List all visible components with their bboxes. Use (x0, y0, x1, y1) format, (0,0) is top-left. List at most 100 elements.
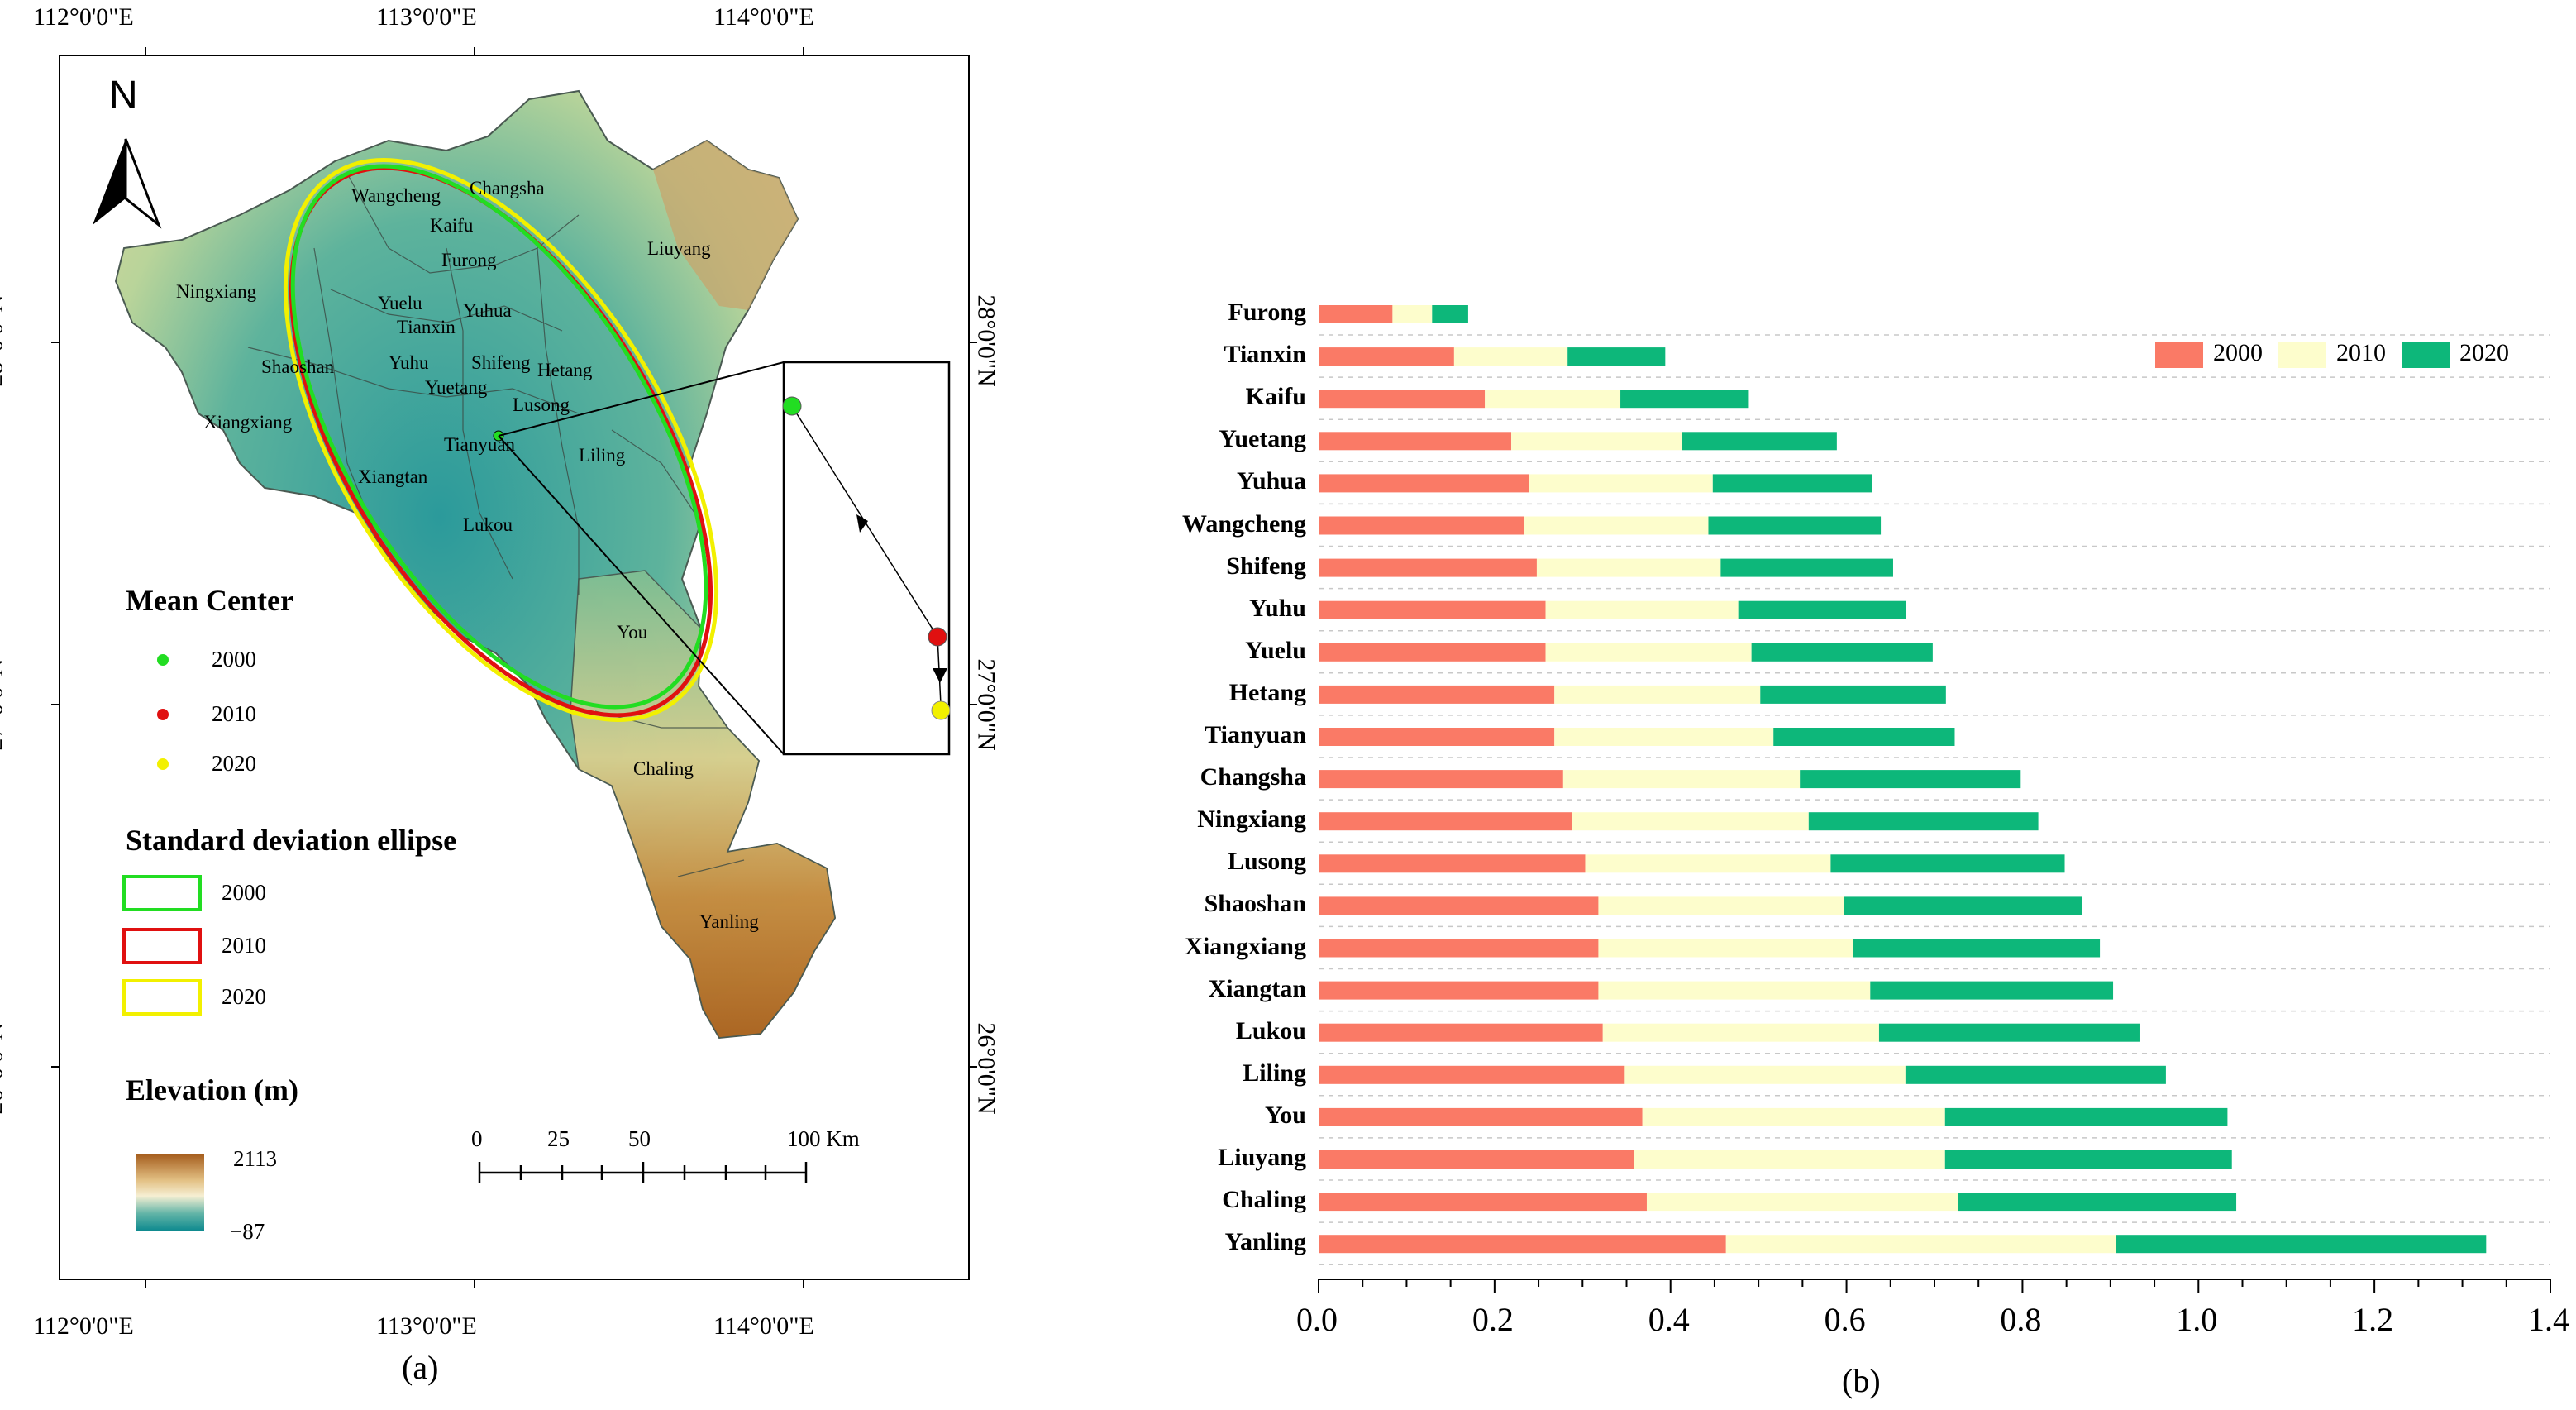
bar-liuyang-2010 (1634, 1150, 1945, 1169)
y-label-ningxiang: Ningxiang (1197, 805, 1306, 834)
bar-shaoshan-2020 (1844, 896, 2082, 915)
lon-label-bottom-112: 112°0'0"E (33, 1312, 134, 1340)
legend-swatch-2000 (2155, 342, 2203, 368)
y-label-kaifu: Kaifu (1245, 383, 1306, 411)
legend-mean-center-title: Mean Center (126, 584, 293, 617)
bar-lukou-2000 (1319, 1023, 1603, 1042)
bar-yuhu-2010 (1545, 600, 1739, 619)
legend-mean-2020-dot (157, 758, 169, 770)
x-tick-label: 1.0 (2176, 1301, 2218, 1338)
legend-sde-2000-label: 2000 (222, 880, 266, 905)
place-shifeng: Shifeng (471, 352, 531, 373)
place-tianyuan: Tianyuan (444, 434, 516, 455)
y-label-yanling: Yanling (1224, 1228, 1306, 1256)
bar-kaifu-2020 (1620, 390, 1749, 409)
bar-hetang-2010 (1554, 685, 1761, 704)
legend-sde-title: Standard deviation ellipse (126, 824, 457, 857)
legend-label-2010: 2010 (2336, 339, 2386, 366)
legend-sde-2020-label: 2020 (222, 984, 266, 1009)
x-tick-label: 0.4 (1648, 1301, 1690, 1338)
y-label-liuyang: Liuyang (1218, 1144, 1306, 1171)
x-tick-label: 0.8 (2000, 1301, 2042, 1338)
bar-chaling-2020 (1958, 1193, 2237, 1212)
bar-shifeng-2020 (1720, 558, 1893, 577)
bar-changsha-2020 (1800, 770, 2021, 789)
bar-yuhu-2000 (1319, 600, 1546, 619)
place-kaifu: Kaifu (430, 215, 474, 236)
bar-xiangxiang-2000 (1319, 939, 1599, 958)
x-tick-label: 1.2 (2352, 1301, 2394, 1338)
scale-label-25: 25 (547, 1126, 570, 1151)
bar-yuetang-2000 (1319, 432, 1512, 451)
bar-yuelu-2000 (1319, 643, 1546, 662)
place-xiangtan: Xiangtan (358, 466, 428, 487)
bar-liling-2000 (1319, 1065, 1625, 1084)
bar-yuhua-2000 (1319, 474, 1529, 493)
place-ningxiang: Ningxiang (176, 281, 257, 302)
legend-label-2000: 2000 (2213, 339, 2263, 366)
y-label-yuhua: Yuhua (1237, 467, 1306, 495)
bar-liuyang-2000 (1319, 1150, 1634, 1169)
bar-xiangtan-2020 (1870, 981, 2114, 1000)
place-yanling: Yanling (699, 911, 759, 932)
bar-xiangxiang-2020 (1853, 939, 2101, 958)
legend-sde-2010-label: 2010 (222, 933, 266, 958)
bar-furong-2000 (1319, 305, 1393, 323)
north-arrow-icon (93, 138, 162, 229)
lon-label-top-112: 112°0'0"E (33, 3, 134, 31)
place-tianxin: Tianxin (397, 317, 456, 337)
bar-you-2010 (1642, 1107, 1945, 1126)
southern-highlands (570, 570, 836, 1039)
bar-chaling-2000 (1319, 1193, 1647, 1212)
y-label-liling: Liling (1243, 1059, 1306, 1087)
bar-liling-2020 (1905, 1065, 2166, 1084)
panel-a-label: (a) (402, 1349, 439, 1386)
legend-mean-2000-label: 2000 (212, 647, 256, 672)
bar-shifeng-2000 (1319, 558, 1537, 577)
bar-tianxin-2000 (1319, 347, 1454, 366)
legend-label-2020: 2020 (2459, 339, 2509, 366)
y-label-furong: Furong (1228, 299, 1306, 326)
bar-kaifu-2000 (1319, 390, 1486, 409)
y-label-tianyuan: Tianyuan (1205, 721, 1306, 748)
y-label-yuetang: Yuetang (1219, 425, 1306, 453)
northeast-highlands (653, 141, 798, 310)
y-label-chaling: Chaling (1222, 1186, 1306, 1214)
place-yuelu: Yuelu (378, 293, 422, 313)
elevation-min-label: −87 (230, 1219, 265, 1244)
place-yuhua: Yuhua (463, 300, 512, 321)
x-tick-label: 0.2 (1472, 1301, 1514, 1338)
place-wangcheng: Wangcheng (351, 185, 441, 206)
legend-mean-2010-label: 2010 (212, 701, 256, 726)
bar-ningxiang-2020 (1808, 812, 2039, 831)
legend-sde-2000-box (122, 875, 202, 911)
bar-lukou-2010 (1602, 1023, 1879, 1042)
bar-changsha-2000 (1319, 770, 1563, 789)
y-label-tianxin: Tianxin (1224, 341, 1306, 369)
y-label-wangcheng: Wangcheng (1181, 509, 1306, 538)
place-xiangxiang: Xiangxiang (203, 412, 293, 433)
y-label-you: You (1264, 1101, 1306, 1129)
bar-yanling-2010 (1725, 1235, 2116, 1254)
bar-tianyuan-2020 (1773, 728, 1955, 746)
bar-yuetang-2010 (1511, 432, 1682, 451)
place-liuyang: Liuyang (647, 238, 711, 259)
legend-swatch-2020 (2402, 342, 2450, 368)
scale-label-0: 0 (471, 1126, 483, 1151)
bar-lukou-2020 (1878, 1023, 2140, 1042)
bar-changsha-2010 (1562, 770, 1801, 789)
y-label-lusong: Lusong (1227, 848, 1306, 876)
legend-mean-2020-label: 2020 (212, 751, 256, 776)
y-label-shaoshan: Shaoshan (1204, 890, 1306, 918)
sde-ellipses (283, 158, 719, 722)
bar-furong-2020 (1432, 305, 1468, 323)
x-tick-label: 0.0 (1296, 1301, 1338, 1338)
bar-tianxin-2010 (1453, 347, 1568, 366)
bar-furong-2010 (1392, 305, 1433, 323)
x-tick-label: 0.6 (1824, 1301, 1866, 1338)
place-chaling: Chaling (633, 758, 694, 779)
legend-sde-2010-box (122, 928, 202, 964)
legend-sde-2020-box (122, 979, 202, 1016)
bar-xiangxiang-2010 (1598, 939, 1853, 958)
map-graphic (51, 47, 977, 1288)
